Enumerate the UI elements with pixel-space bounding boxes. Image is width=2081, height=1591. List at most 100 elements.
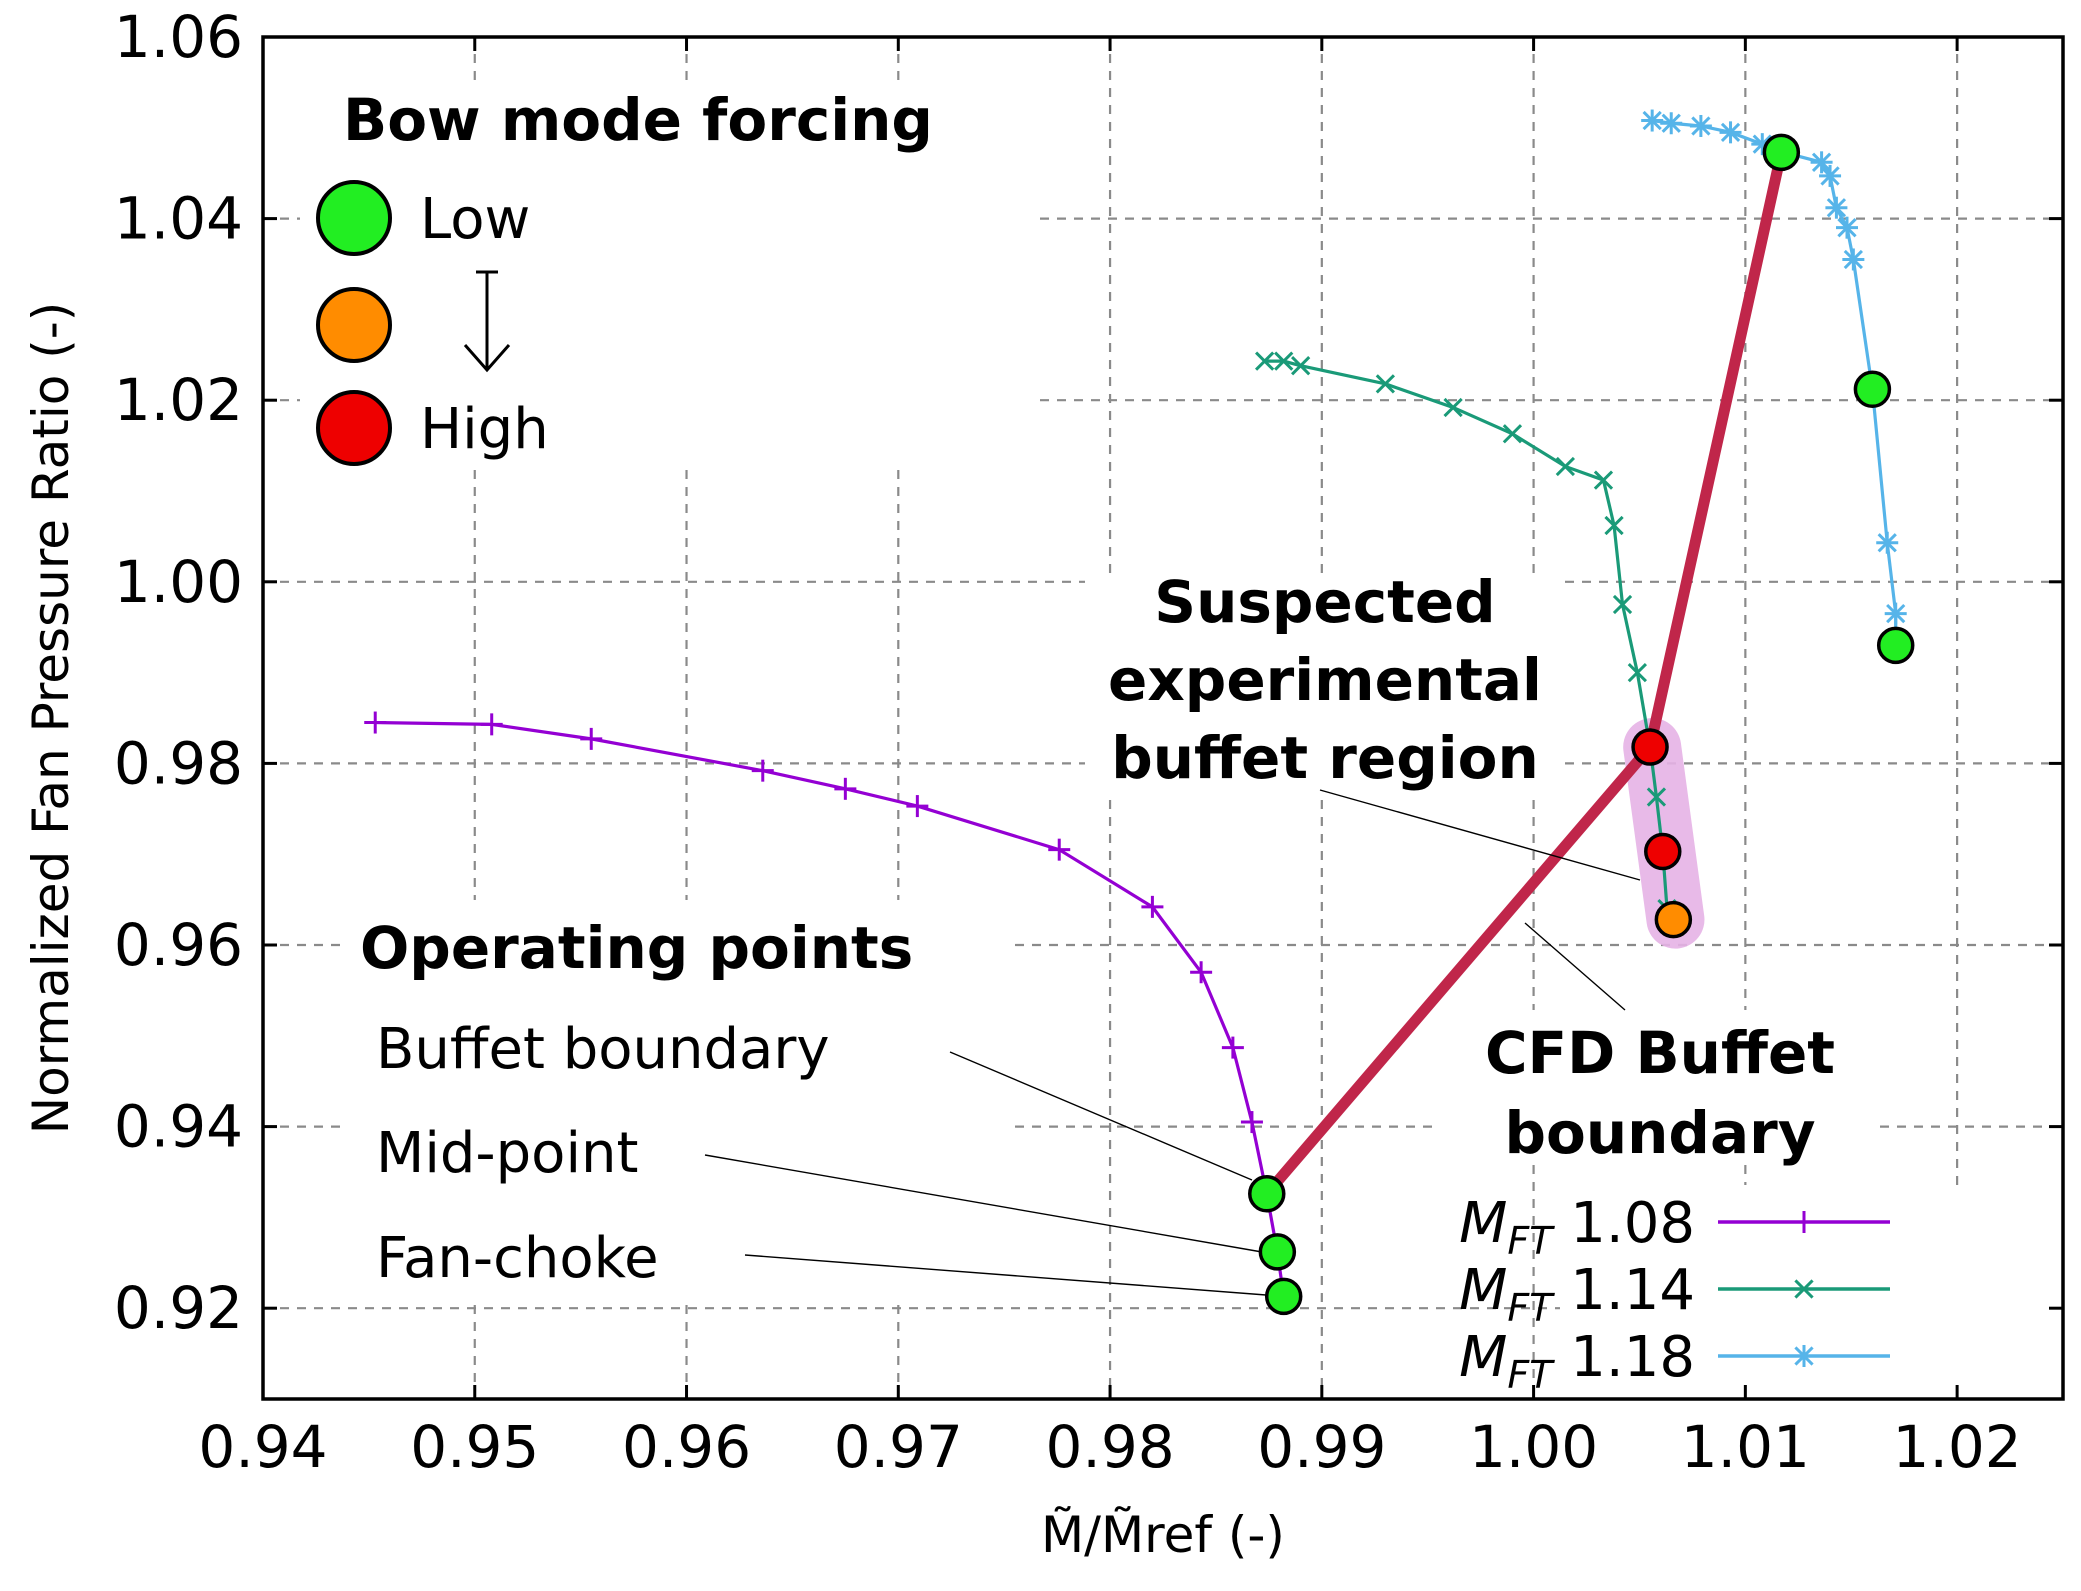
fan-choke-leader [744, 1254, 1267, 1296]
x-tick-label: 0.98 [1045, 1413, 1174, 1481]
data-point-marker [1886, 603, 1906, 624]
legend-label-value: 1.08 [1553, 1191, 1696, 1256]
cfd-label-line1: CFD Buffet [1485, 1019, 1835, 1087]
y-tick-label: 0.98 [114, 729, 243, 797]
cfd-boundary-leader [1524, 922, 1626, 1011]
cfd-boundary-annotation: CFD Buffet boundary [1485, 922, 1835, 1167]
data-point-marker [1691, 116, 1711, 136]
data-point-marker [1375, 374, 1395, 394]
y-axis-title: Normalized Fan Pressure Ratio (-) [22, 302, 80, 1135]
data-point-marker [1646, 787, 1667, 807]
data-point-marker [1502, 424, 1523, 444]
x-tick-label: 0.96 [622, 1413, 751, 1481]
forcing-low-label: Low [420, 187, 530, 252]
x-tick-label: 0.94 [198, 1413, 327, 1481]
legend-item-1.08: MFT 1.08 [1459, 1191, 1890, 1263]
data-point-marker [1820, 166, 1840, 186]
data-point-marker [1877, 533, 1897, 553]
forcing-legend: Bow mode forcing Low High [316, 86, 933, 466]
data-point-marker [1612, 594, 1633, 615]
data-point-marker [1274, 351, 1294, 371]
legend-label: MFT 1.18 [1459, 1325, 1695, 1397]
legend-label-subscript: FT [1507, 1353, 1555, 1397]
suspected-label-line1: Suspected [1154, 568, 1495, 636]
series-1.08 [364, 711, 1295, 1308]
legend-label-symbol: M [1459, 1258, 1507, 1323]
data-point-marker [1555, 456, 1575, 477]
y-tick-label: 1.04 [114, 185, 243, 253]
data-point-marker [1291, 356, 1311, 376]
forcing-high-marker [316, 390, 392, 466]
x-tick-label: 0.97 [834, 1413, 963, 1481]
operating-points-title: Operating points [360, 914, 913, 982]
y-tick-label: 0.96 [114, 911, 243, 979]
cfd-label-line2: boundary [1504, 1099, 1815, 1167]
x-axis-title: M̃/M̃ref (-) [1041, 1506, 1285, 1564]
legend-label-symbol: M [1459, 1325, 1507, 1390]
plot-frame [261, 35, 2065, 1401]
data-point-marker [1837, 218, 1857, 238]
forcing-arrow-head [463, 344, 511, 373]
data-point-marker [1720, 122, 1741, 142]
legend-label-subscript: FT [1507, 1286, 1555, 1330]
x-tick-label: 1.01 [1681, 1413, 1810, 1481]
data-point-marker [1811, 152, 1832, 172]
buffet-boundary-leader [949, 1051, 1253, 1181]
operating-point-low [1258, 1233, 1297, 1271]
legend-label-value: 1.14 [1553, 1258, 1696, 1323]
operating-point-high [1631, 728, 1669, 766]
data-point-marker [1255, 351, 1275, 371]
buffet-boundary-label: Buffet boundary [376, 1017, 830, 1082]
suspected-region-leader [1319, 789, 1641, 881]
operating-points-annotation: Operating points Buffet boundary Mid-poi… [360, 914, 1267, 1296]
data-point-marker [1826, 198, 1847, 218]
data-point-marker [1752, 134, 1772, 154]
legend-label: MFT 1.08 [1459, 1191, 1695, 1263]
operating-point-high [1644, 832, 1682, 871]
data-point-marker [1794, 1279, 1814, 1299]
fan-choke-label: Fan-choke [376, 1226, 659, 1291]
data-point-marker [1661, 113, 1681, 133]
legend-label-subscript: FT [1507, 1219, 1555, 1263]
operating-points [1248, 133, 1915, 1316]
y-tick-label: 1.06 [114, 3, 243, 71]
data-point-marker [1627, 662, 1647, 683]
y-tick-label: 0.92 [114, 1274, 243, 1342]
forcing-legend-title: Bow mode forcing [343, 86, 933, 154]
mid-point-label: Mid-point [376, 1121, 638, 1186]
forcing-high-label: High [420, 397, 549, 462]
x-tick-label: 0.95 [410, 1413, 539, 1481]
suspected-region-annotation: Suspected experimental buffet region [1108, 568, 1641, 881]
operating-point-medium [1654, 900, 1693, 939]
data-point-marker [1843, 249, 1863, 270]
operating-point-low [1853, 370, 1892, 409]
suspected-label-line2: experimental [1108, 646, 1542, 714]
legend-label-value: 1.18 [1553, 1325, 1696, 1390]
data-point-marker [1794, 1346, 1814, 1366]
forcing-low-marker [316, 180, 392, 256]
y-tick-label: 0.94 [114, 1093, 243, 1161]
mid-point-leader [704, 1154, 1263, 1253]
legend-item-1.18: MFT 1.18 [1459, 1325, 1890, 1397]
x-tick-label: 0.99 [1257, 1413, 1386, 1481]
data-point-marker [1593, 470, 1614, 490]
operating-point-low [1762, 133, 1801, 172]
grid-lines [263, 37, 2063, 1399]
data-point-marker [1642, 110, 1662, 131]
suspected-label-line3: buffet region [1111, 724, 1539, 792]
operating-point-low [1248, 1175, 1286, 1213]
forcing-medium-marker [316, 287, 392, 363]
legend-label-symbol: M [1459, 1191, 1507, 1256]
axis-ticks: 0.94 0.95 0.96 0.97 0.98 0.99 1.00 1.01 1.02 0.92… [114, 3, 2063, 1481]
data-point-marker [1443, 397, 1463, 418]
legend-label: MFT 1.14 [1459, 1258, 1695, 1330]
x-tick-label: 1.02 [1893, 1413, 2022, 1481]
legend-item-1.14: MFT 1.14 [1459, 1258, 1890, 1330]
y-tick-label: 1.00 [114, 548, 243, 616]
y-tick-label: 1.02 [114, 366, 243, 434]
operating-point-low [1264, 1277, 1303, 1316]
operating-point-low [1876, 626, 1915, 665]
data-point-marker [1604, 515, 1624, 536]
